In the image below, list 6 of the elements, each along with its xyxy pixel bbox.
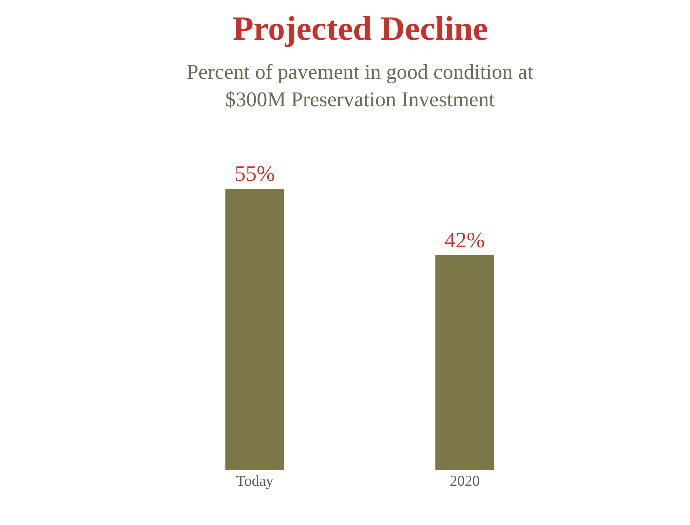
chart-subtitle: Percent of pavement in good condition at $300M Preservation Investment (187, 60, 534, 112)
x-tick-label: 2020 (450, 474, 480, 490)
data-label: 55% (234, 161, 276, 186)
data-label: 42% (444, 227, 486, 252)
x-tick-label: Today (236, 474, 274, 490)
chart-title: Projected Decline (233, 11, 488, 48)
